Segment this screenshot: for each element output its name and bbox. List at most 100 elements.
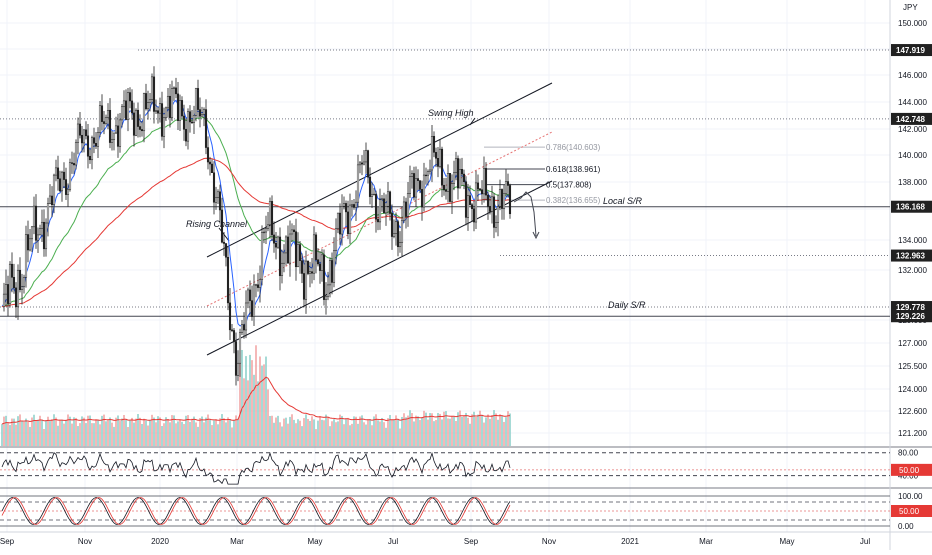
volume-bar [103, 414, 105, 446]
price-axis-label: 138.000 [898, 178, 927, 187]
candle-body [232, 330, 236, 342]
volume-bar [443, 411, 445, 446]
candle-body [414, 178, 418, 198]
price-badge-label: 129.778 [896, 303, 925, 312]
candle-body [272, 234, 276, 244]
rsi-level-badge: 50.00 [899, 466, 920, 475]
candle-body [112, 132, 116, 140]
volume-bar [71, 423, 73, 446]
price-badge-label: 136.168 [896, 203, 925, 212]
candle-body [246, 289, 250, 304]
candle-body [422, 174, 426, 208]
volume-bar [149, 420, 151, 446]
candle-body [258, 279, 262, 288]
candle-body [36, 234, 40, 241]
candle-body [22, 277, 26, 287]
candle-body [20, 286, 24, 290]
candle-body [220, 209, 224, 243]
volume-bar [93, 423, 95, 446]
volume-bar [317, 420, 319, 446]
price-badge-bg [891, 112, 932, 125]
candle-body [136, 109, 140, 127]
volume-bar [201, 416, 203, 446]
volume-bar [461, 416, 463, 446]
volume-bar [125, 419, 127, 446]
candle-body [378, 199, 382, 223]
volume-bar [119, 421, 121, 446]
candle-body [178, 100, 182, 121]
volume-bar [73, 417, 75, 446]
volume-bar [31, 417, 33, 446]
volume-bar [329, 426, 331, 446]
volume-bar [489, 418, 491, 446]
candle-body [270, 201, 274, 236]
volume-bar [11, 418, 13, 446]
time-axis-label: May [779, 537, 794, 546]
volume-bar [9, 425, 11, 446]
candle-body [8, 263, 12, 304]
candle-body [442, 184, 446, 191]
volume-bar [41, 419, 43, 446]
candle-body [480, 189, 484, 195]
volume-bar [351, 423, 353, 446]
volume-bar [155, 422, 157, 446]
volume-bar [321, 419, 323, 446]
candle-body [240, 324, 244, 333]
candle-body [478, 188, 482, 190]
candle-body [500, 189, 504, 209]
annotation-rising-channel: Rising Channel [186, 219, 248, 229]
candle-body [274, 242, 278, 248]
volume-bar [109, 417, 111, 446]
volume-bar [281, 426, 283, 446]
stoch-level-badge-bg [891, 505, 932, 517]
candle-body [430, 136, 434, 171]
candle-body [394, 221, 398, 234]
projection-arrow[interactable] [513, 191, 540, 240]
candle-body [484, 168, 488, 196]
candle-body [224, 243, 228, 258]
candle-body [496, 206, 500, 223]
candle-body [364, 150, 368, 163]
horizontal-grid [0, 22, 890, 434]
candle-body [322, 254, 326, 300]
volume-bar [181, 421, 183, 446]
candle-body [54, 167, 58, 176]
volume-bar [191, 418, 193, 446]
candle-body [216, 191, 220, 198]
candle-body [450, 183, 454, 202]
candle-body [38, 228, 42, 236]
candle-body [122, 100, 126, 108]
candle-body [114, 125, 118, 134]
volume-bar [57, 425, 59, 446]
volume-bar [161, 426, 163, 446]
volume-bar [55, 417, 57, 446]
volume-bar [209, 419, 211, 446]
candle-body [386, 191, 390, 207]
time-axis[interactable]: Sep Nov 2020 Mar May Jul Sep Nov 2021 Mar May Jul [0, 537, 870, 546]
candle-body [284, 236, 288, 254]
volume-bar [63, 423, 65, 446]
volume-bar [361, 415, 363, 446]
volume-bar [1, 424, 3, 446]
volume-bar [217, 424, 219, 446]
volume-bar [319, 416, 321, 446]
volume-bar [257, 381, 259, 446]
volume-bar [33, 414, 35, 446]
candle-body [60, 171, 64, 192]
volume-bar [375, 414, 377, 446]
time-axis-label: Sep [464, 537, 479, 546]
candle-body [118, 119, 122, 147]
volume-bar [291, 414, 293, 446]
volume-bar [99, 424, 101, 446]
price-badge-label: 132.963 [896, 252, 925, 261]
candle-body [86, 135, 90, 157]
volume-bar [251, 360, 253, 446]
volume-bar [211, 425, 213, 446]
candle-body [218, 191, 222, 211]
candle-body [306, 260, 310, 274]
candle-body [98, 105, 102, 133]
moving-averages [1, 99, 511, 328]
candle-body [204, 109, 208, 148]
